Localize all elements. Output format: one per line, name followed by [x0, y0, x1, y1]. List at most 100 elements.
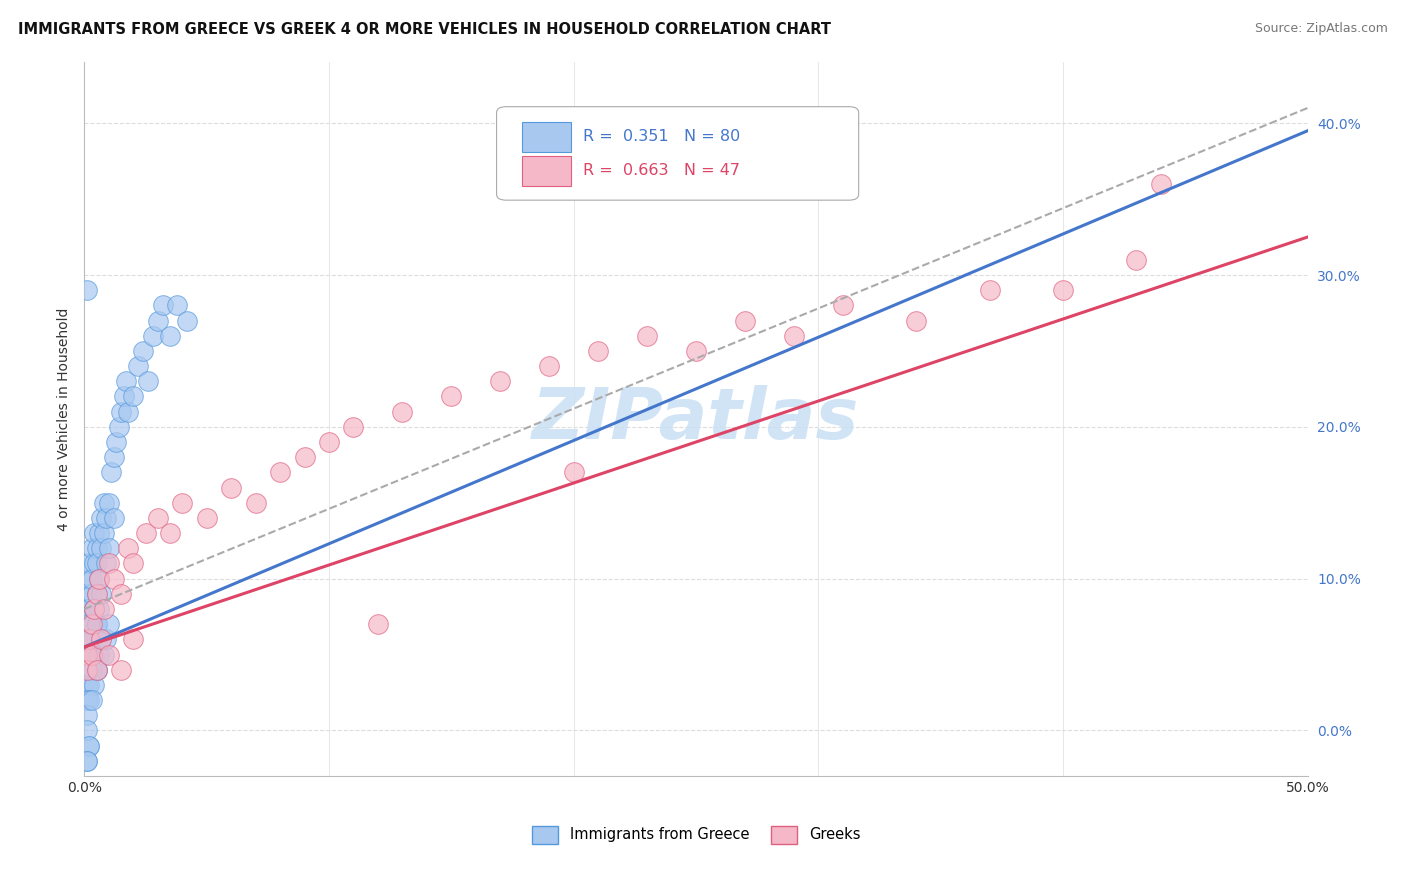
Point: [76, 617, 98, 632]
Point: [76, 602, 98, 616]
Point: [122, 389, 145, 403]
Point: [77, 572, 100, 586]
Point: [83, 648, 105, 662]
Point: [87, 648, 110, 662]
Legend: Immigrants from Greece, Greeks: Immigrants from Greece, Greeks: [524, 819, 868, 851]
Point: [87, 572, 110, 586]
Y-axis label: 4 or more Vehicles in Household: 4 or more Vehicles in Household: [58, 308, 72, 531]
Point: [90, 632, 112, 647]
Point: [77, 557, 100, 571]
Point: [562, 466, 585, 480]
Point: [1125, 252, 1147, 267]
Point: [76, 632, 98, 647]
Point: [80, 617, 103, 632]
Point: [97, 541, 120, 556]
Text: Source: ZipAtlas.com: Source: ZipAtlas.com: [1254, 22, 1388, 36]
Text: IMMIGRANTS FROM GREECE VS GREEK 4 OR MORE VEHICLES IN HOUSEHOLD CORRELATION CHAR: IMMIGRANTS FROM GREECE VS GREEK 4 OR MOR…: [18, 22, 831, 37]
Point: [77, 739, 100, 753]
Point: [176, 313, 198, 327]
Text: R =  0.351   N = 80: R = 0.351 N = 80: [583, 129, 741, 145]
Point: [110, 587, 132, 601]
Point: [76, 648, 98, 662]
Point: [76, 663, 98, 677]
Point: [86, 617, 108, 632]
Point: [77, 739, 100, 753]
Point: [136, 374, 159, 388]
Point: [90, 541, 112, 556]
Point: [77, 693, 100, 707]
Point: [90, 511, 112, 525]
Point: [86, 617, 108, 632]
Point: [110, 404, 132, 418]
Point: [97, 557, 120, 571]
Point: [86, 663, 108, 677]
Point: [76, 754, 98, 768]
Point: [159, 328, 181, 343]
Point: [122, 632, 145, 647]
Point: [93, 496, 115, 510]
Point: [146, 313, 169, 327]
Point: [80, 663, 103, 677]
Point: [93, 526, 115, 541]
Point: [166, 298, 188, 312]
Point: [117, 404, 139, 418]
Point: [83, 602, 105, 616]
Point: [1150, 177, 1173, 191]
Point: [80, 572, 103, 586]
Point: [76, 723, 98, 738]
Point: [685, 343, 707, 358]
Point: [538, 359, 561, 373]
Point: [831, 298, 853, 312]
Point: [80, 541, 103, 556]
Point: [76, 693, 98, 707]
Point: [83, 602, 105, 616]
Point: [105, 435, 128, 450]
Point: [86, 587, 108, 601]
Point: [135, 526, 157, 541]
Point: [77, 678, 100, 692]
Point: [146, 511, 169, 525]
Point: [77, 602, 100, 616]
Point: [100, 466, 122, 480]
Point: [269, 466, 291, 480]
Point: [195, 511, 218, 525]
Point: [86, 663, 108, 677]
Point: [127, 359, 149, 373]
Point: [83, 557, 105, 571]
Point: [76, 587, 98, 601]
Point: [103, 572, 125, 586]
Point: [76, 663, 98, 677]
Point: [86, 663, 108, 677]
Point: [391, 404, 413, 418]
Point: [83, 602, 105, 616]
Point: [172, 496, 194, 510]
Point: [1052, 283, 1074, 297]
Point: [115, 374, 138, 388]
Point: [87, 602, 110, 616]
Text: R =  0.663   N = 47: R = 0.663 N = 47: [583, 163, 741, 178]
Point: [367, 617, 389, 632]
Point: [77, 632, 100, 647]
Point: [76, 754, 98, 768]
FancyBboxPatch shape: [522, 121, 571, 152]
FancyBboxPatch shape: [522, 156, 571, 186]
Point: [979, 283, 1001, 297]
Point: [440, 389, 463, 403]
Point: [80, 617, 103, 632]
Point: [245, 496, 267, 510]
Point: [132, 343, 155, 358]
Point: [97, 648, 120, 662]
Point: [97, 617, 120, 632]
Point: [76, 678, 98, 692]
Point: [219, 481, 242, 495]
Point: [294, 450, 316, 465]
Point: [86, 587, 108, 601]
Point: [783, 328, 806, 343]
Point: [90, 587, 112, 601]
FancyBboxPatch shape: [496, 107, 859, 200]
Point: [80, 632, 103, 647]
Point: [86, 557, 108, 571]
Point: [318, 435, 340, 450]
Text: ZIPatlas: ZIPatlas: [533, 384, 859, 454]
Point: [90, 632, 112, 647]
